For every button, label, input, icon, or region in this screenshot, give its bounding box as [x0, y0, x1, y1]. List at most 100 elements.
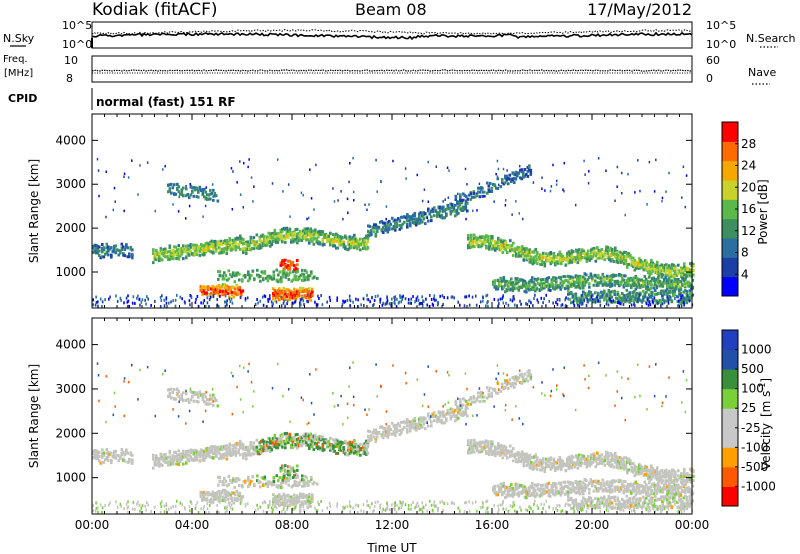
power-echo-cell [545, 252, 548, 256]
velocity-echo-cell [491, 441, 494, 445]
velocity-echo-cell [98, 454, 101, 458]
power-echo-cell [532, 181, 535, 184]
power-colorbar-segment [722, 257, 738, 278]
power-echo-cell [416, 295, 419, 299]
power-echo-cell [603, 296, 606, 300]
velocity-echo-cell [305, 436, 308, 440]
power-echo-cell [134, 301, 136, 305]
power-echo-cell [441, 294, 444, 298]
velocity-echo-cell [501, 446, 505, 450]
velocity-echo-cell [203, 451, 206, 455]
power-echo-cell [237, 245, 241, 249]
velocity-echo-cell [333, 449, 337, 453]
power-echo-cell [131, 253, 134, 257]
power-echo-cell [464, 202, 468, 206]
power-echo-cell [302, 290, 305, 294]
power-echo-cell [623, 257, 626, 261]
velocity-echo-cell [409, 420, 412, 424]
power-echo-cell [518, 254, 521, 258]
power-echo-cell [172, 203, 174, 206]
power-echo-cell [291, 235, 295, 239]
velocity-echo-cell [394, 433, 397, 437]
velocity-echo-cell [228, 449, 232, 453]
velocity-echo-cell [188, 453, 191, 457]
power-echo-cell [302, 299, 305, 303]
power-echo-cell [442, 302, 444, 306]
power-echo-cell [217, 291, 221, 295]
power-echo-cell [207, 242, 211, 246]
power-echo-cell [158, 252, 161, 256]
power-echo-cell [524, 247, 527, 251]
power-echo-cell [564, 258, 568, 262]
power-echo-cell [673, 277, 677, 281]
power-echo-cell [278, 298, 281, 302]
power-echo-cell [219, 239, 223, 243]
velocity-echo-cell [299, 435, 302, 439]
velocity-echo-cell [489, 444, 493, 448]
power-echo-cell [662, 269, 665, 273]
power-echo-cell [649, 303, 652, 307]
power-echo-cell [303, 231, 307, 235]
power-echo-cell [92, 303, 94, 307]
velocity-echo-cell [382, 436, 385, 440]
power-echo-cell [588, 276, 591, 280]
velocity-echo-cell [398, 433, 402, 437]
power-echo-cell [649, 279, 653, 283]
power-echo-cell [225, 287, 228, 291]
velocity-echo-cell [102, 460, 106, 464]
power-echo-cell [480, 186, 483, 190]
velocity-echo-cell [491, 440, 494, 444]
power-echo-cell [308, 241, 311, 245]
power-echo-cell [529, 171, 533, 175]
power-echo-cell [592, 300, 594, 304]
power-echo-cell [627, 277, 630, 281]
power-echo-cell [591, 251, 595, 255]
power-echo-cell [311, 230, 314, 234]
power-echo-cell [623, 254, 626, 258]
power-echo-cell [643, 283, 647, 287]
power-echo-cell [682, 284, 686, 288]
power-echo-cell [633, 296, 636, 300]
velocity-echo-cell [480, 440, 484, 444]
power-echo-cell [353, 240, 356, 244]
velocity-echo-cell [458, 412, 462, 416]
velocity-echo-cell [168, 463, 172, 467]
power-echo-cell [278, 270, 282, 274]
power-echo-cell [120, 246, 124, 250]
power-echo-cell [312, 233, 316, 237]
power-echo-cell [270, 300, 273, 304]
power-echo-cell [688, 284, 692, 288]
power-echo-cell [367, 298, 370, 302]
velocity-echo-cell [198, 453, 202, 457]
power-echo-cell [654, 268, 658, 272]
power-echo-cell [146, 295, 148, 299]
power-echo-cell [529, 278, 533, 282]
power-echo-cell [350, 237, 353, 241]
power-echo-cell [513, 283, 516, 287]
power-echo-cell [576, 276, 579, 280]
power-echo-cell [147, 297, 149, 301]
power-echo-cell [636, 278, 639, 282]
power-echo-cell [495, 287, 498, 291]
power-echo-cell [490, 189, 494, 193]
power-echo-cell [174, 304, 177, 308]
power-echo-cell [458, 201, 462, 205]
power-echo-cell [622, 298, 626, 302]
power-echo-cell [549, 262, 553, 266]
power-echo-cell [487, 304, 489, 308]
power-echo-cell [635, 260, 638, 264]
velocity-echo-cell [225, 457, 229, 461]
power-echo-cell [308, 274, 312, 278]
velocity-echo-cell [366, 441, 370, 445]
power-echo-cell [168, 187, 172, 191]
power-echo-cell [131, 301, 134, 305]
velocity-echo-cell [285, 437, 289, 441]
velocity-echo-cell [96, 456, 100, 460]
power-echo-cell [218, 304, 220, 308]
velocity-echo-cell [194, 448, 197, 452]
velocity-echo-cell [177, 463, 181, 467]
power-echo-cell [204, 249, 208, 253]
velocity-echo-cell [486, 451, 490, 455]
power-echo-cell [272, 234, 275, 238]
power-echo-cell [287, 229, 290, 233]
